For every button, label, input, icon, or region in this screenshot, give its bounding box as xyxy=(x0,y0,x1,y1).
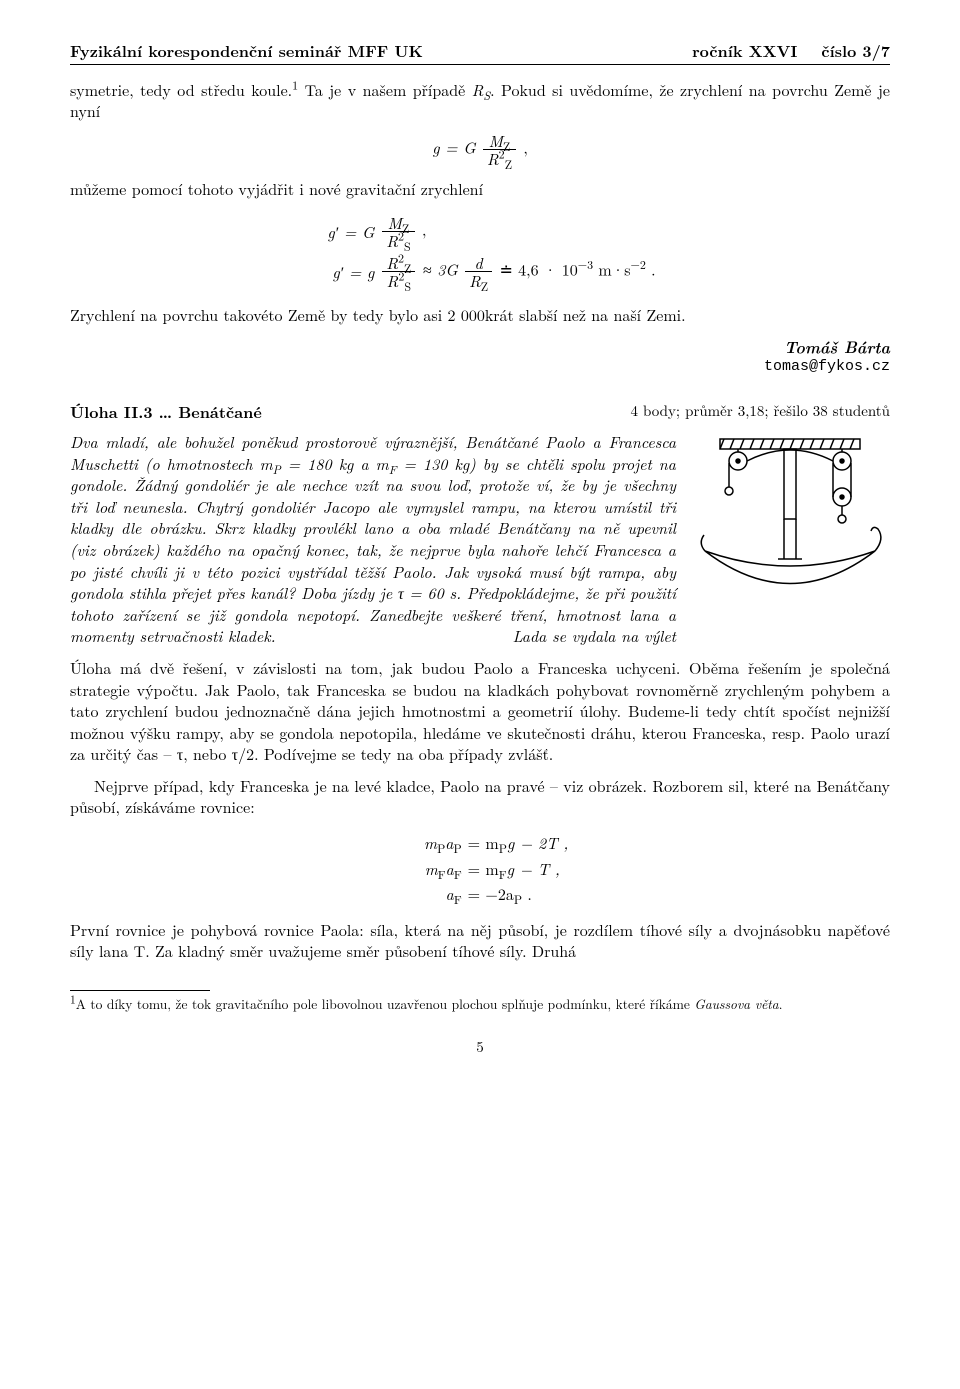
eom3-a: a xyxy=(446,882,454,905)
eom3-tail: . xyxy=(522,882,532,905)
eom1-r-sub: P xyxy=(499,840,507,857)
eq2-r2-frac2: d RZ xyxy=(465,254,492,290)
eq1-tail: , xyxy=(523,135,527,158)
task-text-b: = 180 kg a m xyxy=(281,452,389,475)
header-volume: ročník XXVI xyxy=(692,40,797,62)
eq2-r2-tail: . xyxy=(646,257,656,280)
task-header: Úloha II.3 … Benátčané 4 body; průměr 3,… xyxy=(70,401,890,423)
author-attribution: Tomáš Bárta tomas@fykos.cz xyxy=(70,336,890,378)
eq2-r1-den: R xyxy=(386,229,398,252)
eq2-r2-lhs: g′ = g xyxy=(304,261,380,283)
header-issue: číslo 3/7 xyxy=(821,40,890,62)
eq2-r1-tail: , xyxy=(417,217,427,240)
footnote-text-a: A to díky tomu, že tok gravitačního pole… xyxy=(76,994,695,1013)
footnote-gauss: Gaussova věta xyxy=(694,994,778,1013)
eom1-r: g − 2T , xyxy=(507,831,568,854)
eq1-den: R xyxy=(487,147,499,170)
task-body: Dva mladí, ale bohužel poněkud prostorov… xyxy=(70,431,890,657)
footnote-text-b: . xyxy=(779,994,783,1013)
eq2-r2-f1-den: R xyxy=(387,269,399,292)
eom2-a-sub: F xyxy=(454,866,462,883)
task-credit: Lada se vydala na výlet xyxy=(513,625,676,647)
solution-paragraph-2: Nejprve případ, kdy Franceska je na levé… xyxy=(70,775,890,818)
eom-row3: aF = −2aP . xyxy=(392,883,569,905)
eom2-eq: = m xyxy=(468,857,499,880)
eq2-row1: g′ = G MZ R2S , xyxy=(304,214,655,250)
eom1-m: m xyxy=(424,831,437,854)
eq2-r2-approx: ≈ 3G xyxy=(423,257,458,280)
author-email: tomas@fykos.cz xyxy=(70,357,890,377)
intro-text-b: Ta je v našem případě xyxy=(298,78,472,101)
equation-gprime: g′ = G MZ R2S , g′ = g R2Z R2S ≈ 3G d RZ xyxy=(70,210,890,294)
eom2-r-sub: F xyxy=(499,866,507,883)
eom3-r-sub: P xyxy=(514,891,522,908)
intro-paragraph-1: symetrie, tedy od středu koule.1 Ta je v… xyxy=(70,79,890,122)
footnote: 1A to díky tomu, že tok gravitačního pol… xyxy=(70,995,890,1013)
footnote-rule xyxy=(70,990,210,991)
eq2-r2-unit: m·s xyxy=(593,257,630,280)
author-name: Tomáš Bárta xyxy=(70,336,890,358)
intro-text-a: symetrie, tedy od středu koule. xyxy=(70,78,292,101)
eq2-r1-lhs: g′ = G xyxy=(304,221,380,243)
equation-g: g = G MZ R2Z , xyxy=(70,132,890,168)
eq2-r2-frac1: R2Z R2S xyxy=(382,254,415,290)
eom1-a-sub: P xyxy=(453,840,461,857)
eq1-fraction: MZ R2Z xyxy=(483,132,516,168)
solution-paragraph-1: Úloha má dvě řešení, v závislosti na tom… xyxy=(70,657,890,765)
task-meta: 4 body; průměr 3,18; řešilo 38 studentů xyxy=(631,401,891,423)
page-header: Fyzikální korespondenční seminář MFF UK … xyxy=(70,40,890,65)
eom-row1: mPaP = mPg − 2T , xyxy=(392,832,569,854)
eom1-eq: = m xyxy=(468,831,499,854)
gondola-figure xyxy=(690,431,890,621)
var-rs-letter: R xyxy=(472,78,484,101)
header-right: ročník XXVI číslo 3/7 xyxy=(692,40,890,62)
eq1-lhs: g = G xyxy=(432,135,475,158)
eom-row2: mFaF = mFg − T , xyxy=(392,858,569,880)
equations-of-motion: mPaP = mPg − 2T , mFaF = mFg − T , aF = … xyxy=(70,828,890,909)
eq2-r2-f2-den: R xyxy=(469,269,481,292)
eq2-r2-unit-exp: −2 xyxy=(631,256,646,273)
var-rs: RS xyxy=(472,78,490,101)
eom3-a-sub: F xyxy=(454,891,462,908)
eom2-m: m xyxy=(425,857,438,880)
intro-paragraph-2: můžeme pomocí tohoto vyjádřit i nové gra… xyxy=(70,178,890,200)
header-left: Fyzikální korespondenční seminář MFF UK xyxy=(70,40,423,62)
page-number: 5 xyxy=(70,1037,890,1057)
gondola-svg xyxy=(690,431,890,621)
eq2-r2-f1-den-sub: S xyxy=(404,279,411,296)
eq2-row2: g′ = g R2Z R2S ≈ 3G d RZ ≐ 4,6 · 10−3 m·… xyxy=(304,254,655,290)
eq2-r2-exp: −3 xyxy=(578,256,593,273)
eom2-m-sub: F xyxy=(438,866,446,883)
intro-paragraph-3: Zrychlení na povrchu takovéto Země by te… xyxy=(70,304,890,326)
eom2-r: g − T , xyxy=(507,857,560,880)
task-text-c: = 130 kg) by se chtěli spolu projet na g… xyxy=(70,452,676,648)
eq2-r2-f2-den-sub: Z xyxy=(481,279,488,296)
task-label: Úloha II.3 … Benátčané xyxy=(70,401,262,423)
eom3-eq: = −2a xyxy=(468,882,514,905)
eq2-r1-frac: MZ R2S xyxy=(382,214,414,250)
eq2-r2-doteq: ≐ 4,6 · 10 xyxy=(499,257,577,280)
solution-paragraph-3: První rovnice je pohybová rovnice Paola:… xyxy=(70,919,890,962)
eom2-a: a xyxy=(446,857,454,880)
eq1-den-sub: Z xyxy=(505,157,512,174)
